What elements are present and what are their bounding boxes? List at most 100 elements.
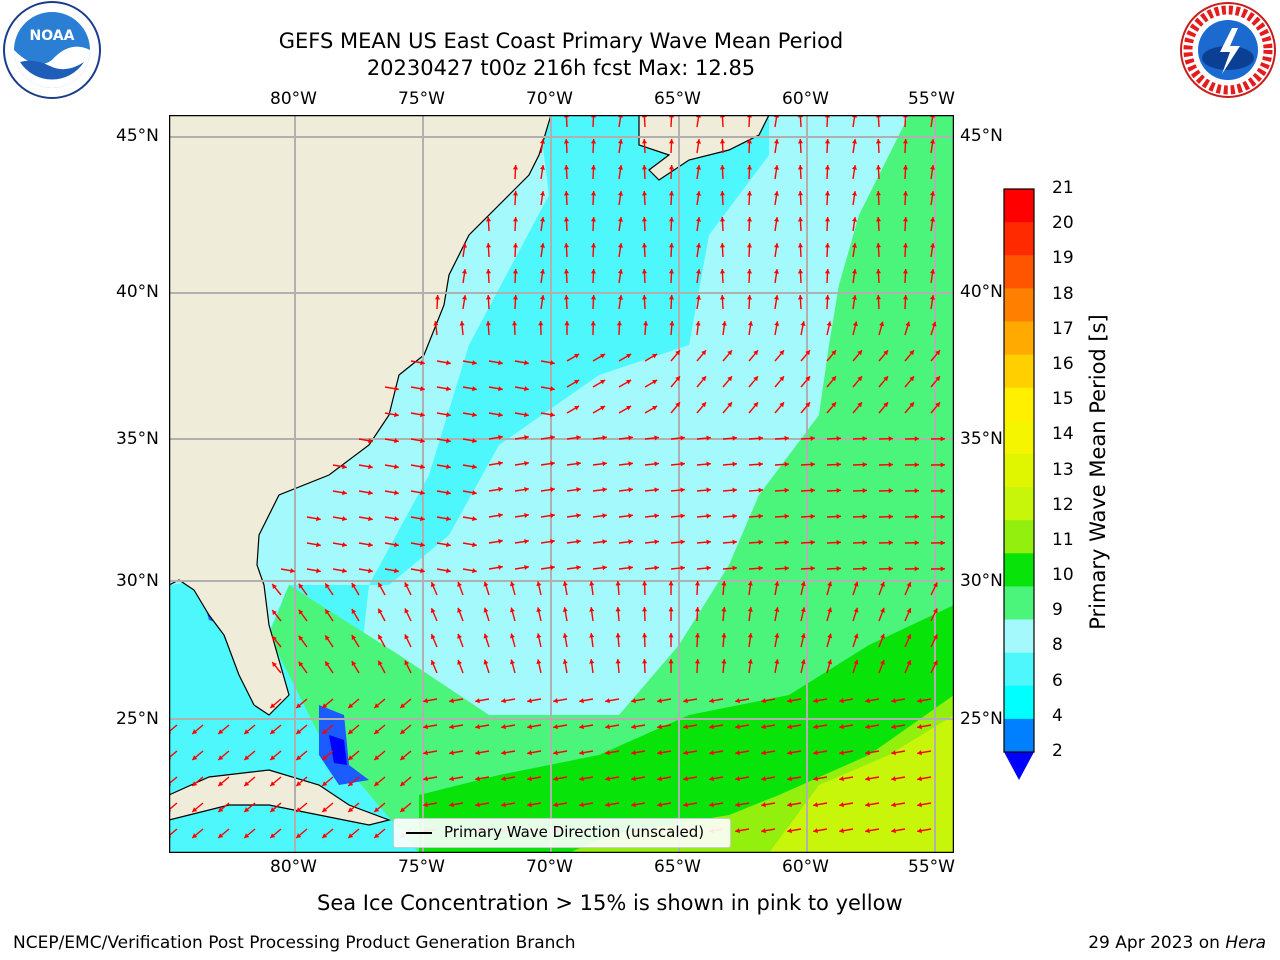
wave-arrow-head	[719, 295, 726, 300]
wave-arrow-head	[576, 539, 581, 545]
wave-arrow-head	[617, 139, 624, 144]
wave-arrow-head	[553, 776, 558, 782]
wave-arrow-head	[325, 583, 330, 589]
wave-arrow-head	[805, 376, 810, 382]
colorbar-tick-label: 20	[1052, 213, 1074, 234]
wave-arrow-head	[654, 539, 659, 545]
wave-arrow-head	[852, 321, 858, 327]
wave-arrow-head	[827, 659, 833, 665]
wave-arrow-head	[875, 165, 882, 170]
wave-arrow-head	[322, 703, 328, 708]
wave-arrow-head	[576, 435, 581, 441]
wave-arrow-head	[244, 807, 250, 812]
wave-arrow-head	[404, 582, 410, 588]
wave-arrow-head	[378, 660, 383, 666]
wave-arrow-head	[472, 516, 477, 522]
wave-arrow-head	[626, 405, 632, 411]
wave-arrow-head	[563, 295, 570, 300]
noaa-logo: NOAA	[3, 1, 101, 99]
colorbar-tick-label: 14	[1052, 424, 1074, 445]
wave-arrow-head	[483, 633, 489, 639]
map-frame	[169, 115, 954, 853]
wave-arrow-head	[400, 781, 406, 786]
lon-label-bottom-65w: 65°W	[654, 857, 701, 877]
wave-arrow-head	[498, 412, 503, 418]
wave-arrow-head	[753, 350, 758, 356]
wave-arrow-head	[917, 802, 922, 808]
wave-arrow-head	[888, 540, 893, 546]
wave-arrow-head	[810, 461, 815, 467]
wave-arrow-head	[929, 269, 936, 274]
wave-arrow-head	[374, 781, 380, 786]
wave-arrow-head	[695, 217, 702, 222]
wave-arrow-head	[657, 724, 662, 730]
wave-arrow-head	[668, 581, 674, 586]
wave-arrow-head	[719, 191, 726, 196]
wave-arrow-head	[509, 659, 515, 665]
wave-arrow-head	[394, 386, 399, 392]
wave-arrow-head	[940, 514, 945, 520]
wave-arrow-head	[888, 462, 893, 468]
wave-arrow-head	[879, 321, 885, 327]
wave-arrow-head	[746, 217, 753, 222]
wave-arrow-head	[862, 540, 867, 546]
colorbar-tick-label: 2	[1052, 741, 1063, 761]
wave-arrow-head	[888, 566, 893, 572]
wave-arrow-head	[563, 139, 570, 144]
wave-arrow-head	[550, 435, 555, 441]
wave-arrow-head	[683, 750, 688, 756]
wave-arrow-head	[824, 139, 831, 144]
wave-arrow-head	[758, 539, 763, 545]
wave-arrow-head	[906, 608, 912, 614]
wave-arrow-head	[668, 607, 674, 612]
ocean-yellowgreen-zone	[769, 715, 954, 853]
wave-arrow-head	[512, 217, 519, 222]
wave-arrow-head	[628, 513, 633, 519]
wave-arrow-head	[536, 659, 542, 665]
wave-arrow-head	[615, 581, 621, 586]
wave-arrow-head	[590, 295, 597, 300]
colorbar-tick-label: 10	[1052, 565, 1074, 586]
wave-arrow-head	[784, 513, 789, 519]
colorbar-tick-label: 13	[1052, 459, 1074, 480]
wave-arrow-head	[322, 807, 328, 812]
wave-arrow-head	[536, 607, 542, 613]
wave-arrow-head	[875, 269, 882, 274]
wave-arrow-head	[244, 833, 250, 838]
wave-arrow-head	[931, 321, 937, 327]
wave-arrow-head	[553, 750, 558, 756]
wave-arrow-head	[272, 662, 277, 668]
cuba-landmass	[169, 769, 392, 826]
wave-arrow-head	[875, 217, 882, 222]
wave-arrow-head	[875, 295, 882, 300]
wave-arrow-head	[935, 376, 940, 382]
colorbar-segment	[1004, 652, 1034, 687]
lat-label-right-35n: 35°N	[960, 429, 1003, 449]
wave-arrow-head	[727, 376, 732, 382]
lat-label-left-30n: 30°N	[116, 571, 159, 591]
wave-arrow-head	[668, 243, 675, 248]
wave-arrow-head	[628, 435, 633, 441]
wave-arrow-head	[553, 724, 558, 730]
wave-arrow-head	[675, 376, 680, 382]
wave-arrow-head	[420, 490, 425, 496]
colorbar-tick-label: 8	[1052, 635, 1063, 656]
wave-arrow-head	[449, 776, 454, 782]
colorbar-segment	[1004, 222, 1034, 256]
wave-arrow-shaft	[169, 724, 178, 733]
wave-arrow-head	[813, 828, 818, 834]
wave-arrow-head	[553, 802, 558, 808]
wave-arrow-head	[668, 659, 674, 664]
wave-arrow-head	[902, 191, 909, 196]
wave-arrow-head	[449, 724, 454, 730]
lon-label-bottom-55w: 55°W	[908, 857, 955, 877]
wave-arrow-head	[695, 321, 701, 326]
wave-arrow-head	[831, 402, 836, 408]
colorbar-segment	[1004, 553, 1034, 587]
wave-arrow-head	[851, 295, 858, 300]
footer-date-text: 29 Apr 2023 on	[1088, 933, 1226, 953]
wave-arrow-head	[589, 633, 595, 638]
wave-arrow-head	[761, 698, 766, 704]
wave-arrow-head	[244, 729, 250, 734]
colorbar-segment	[1004, 189, 1034, 223]
